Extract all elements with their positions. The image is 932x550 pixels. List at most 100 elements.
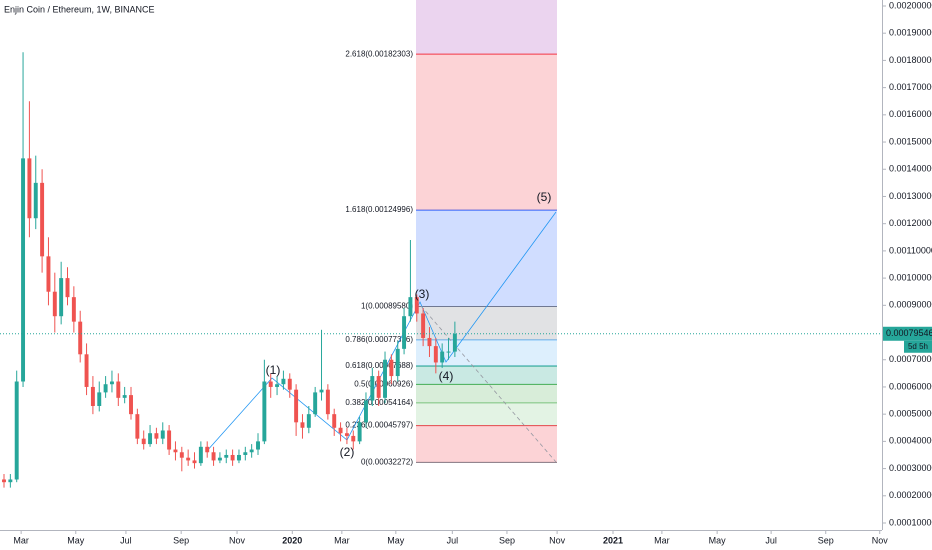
candle-body <box>205 446 210 453</box>
candle-body <box>103 384 108 393</box>
candle-body <box>109 381 114 385</box>
y-tick-label: 0.00170000 <box>889 82 932 92</box>
wave-label: (3) <box>415 287 430 301</box>
candle-body <box>14 381 19 480</box>
candle-body <box>217 457 222 461</box>
candle-body <box>300 422 305 428</box>
candle-body <box>230 454 235 461</box>
candle-body <box>395 348 400 377</box>
y-tick-label: 0.00130000 <box>889 191 932 201</box>
y-tick-label: 0.00190000 <box>889 28 932 38</box>
y-tick-label: 0.00040000 <box>889 436 932 446</box>
candle-body <box>338 427 343 434</box>
candle-body <box>287 378 292 390</box>
fib-zone <box>416 306 557 340</box>
candle-body <box>313 392 318 415</box>
candle-body <box>186 457 191 461</box>
candle-body <box>211 452 216 461</box>
candle-body <box>167 430 172 450</box>
fib-level-label: 0(0.00032272) <box>361 458 413 467</box>
candle-body <box>8 479 13 483</box>
candle-body <box>84 354 89 387</box>
candle-body <box>236 454 241 461</box>
candle-body <box>306 414 311 428</box>
x-tick-label: Mar <box>13 535 29 545</box>
candle-body <box>224 454 229 458</box>
candle-body <box>446 351 451 353</box>
candle-body <box>249 449 254 453</box>
fib-zone-extension <box>416 0 557 55</box>
x-tick-label: Jul <box>447 535 459 545</box>
fib-level-label: 0.382(0.00054164) <box>345 398 413 407</box>
y-tick-label: 0.00120000 <box>889 218 932 228</box>
candle-body <box>71 297 76 322</box>
candle-body <box>52 291 57 317</box>
x-tick-label: Sep <box>173 535 189 545</box>
candle-body <box>433 346 438 363</box>
y-tick-label: 0.00060000 <box>889 381 932 391</box>
x-tick-label: Mar <box>654 535 670 545</box>
x-tick-label: Jul <box>765 535 777 545</box>
x-tick-label: Nov <box>549 535 566 545</box>
candle-body <box>122 395 127 398</box>
x-tick-label: 2021 <box>603 535 623 545</box>
candle-body <box>179 452 184 458</box>
candle-body <box>154 433 159 439</box>
y-tick-label: 0.00140000 <box>889 164 932 174</box>
candle-body <box>364 400 368 423</box>
y-tick-label: 0.00200000 <box>889 0 932 10</box>
y-tick-label: 0.00010000 <box>889 517 932 527</box>
candle-body <box>452 333 457 352</box>
candle-body <box>268 381 273 387</box>
wave-label: (5) <box>537 190 552 204</box>
projection-line <box>420 305 557 463</box>
candle-body <box>27 158 32 219</box>
fib-zone <box>416 54 557 211</box>
candle-body <box>192 460 197 464</box>
candle-body <box>281 378 286 385</box>
fib-zone <box>416 384 557 403</box>
candle-body <box>408 297 413 317</box>
candle-body <box>344 433 349 436</box>
candle-body <box>370 376 375 401</box>
y-tick-label: 0.00100000 <box>889 272 932 282</box>
fib-level-label: 0.236(0.00045797) <box>345 421 413 430</box>
candle-body <box>332 414 337 428</box>
candle-body <box>351 435 356 442</box>
x-tick-label: May <box>709 535 727 545</box>
x-tick-label: May <box>387 535 405 545</box>
candle-body <box>116 381 121 398</box>
y-tick-label: 0.00030000 <box>889 463 932 473</box>
candle-body <box>294 389 299 423</box>
candle-body <box>160 430 165 439</box>
x-tick-label: 2020 <box>282 535 302 545</box>
y-tick-label: 0.00020000 <box>889 490 932 500</box>
candle-body <box>129 395 133 415</box>
wave-label: (2) <box>340 445 355 459</box>
wave-label: (4) <box>439 369 454 383</box>
fib-level-label: 0.786(0.00077316) <box>345 335 413 344</box>
candle-body <box>243 452 248 455</box>
candle-body <box>90 386 95 406</box>
candle-body <box>414 297 419 314</box>
wave-label: (1) <box>266 363 281 377</box>
x-tick-label: Sep <box>818 535 834 545</box>
candle-body <box>357 422 362 442</box>
candle-body <box>198 446 203 464</box>
candle-body <box>383 359 387 398</box>
chart-title: Enjin Coin / Ethereum, 1W, BINANCE <box>4 4 155 14</box>
candle-body <box>97 392 102 406</box>
candle-body <box>319 389 324 393</box>
candle-body <box>275 384 280 387</box>
candle-body <box>65 278 70 298</box>
fib-zone <box>416 339 557 367</box>
x-tick-label: Mar <box>334 535 350 545</box>
fib-level-label: 1.618(0.00124996) <box>345 205 413 214</box>
candle-body <box>141 438 146 445</box>
y-tick-label: 0.00090000 <box>889 300 932 310</box>
candle-body <box>21 158 26 382</box>
candle-body <box>78 321 83 355</box>
y-tick-label: 0.00180000 <box>889 55 932 65</box>
